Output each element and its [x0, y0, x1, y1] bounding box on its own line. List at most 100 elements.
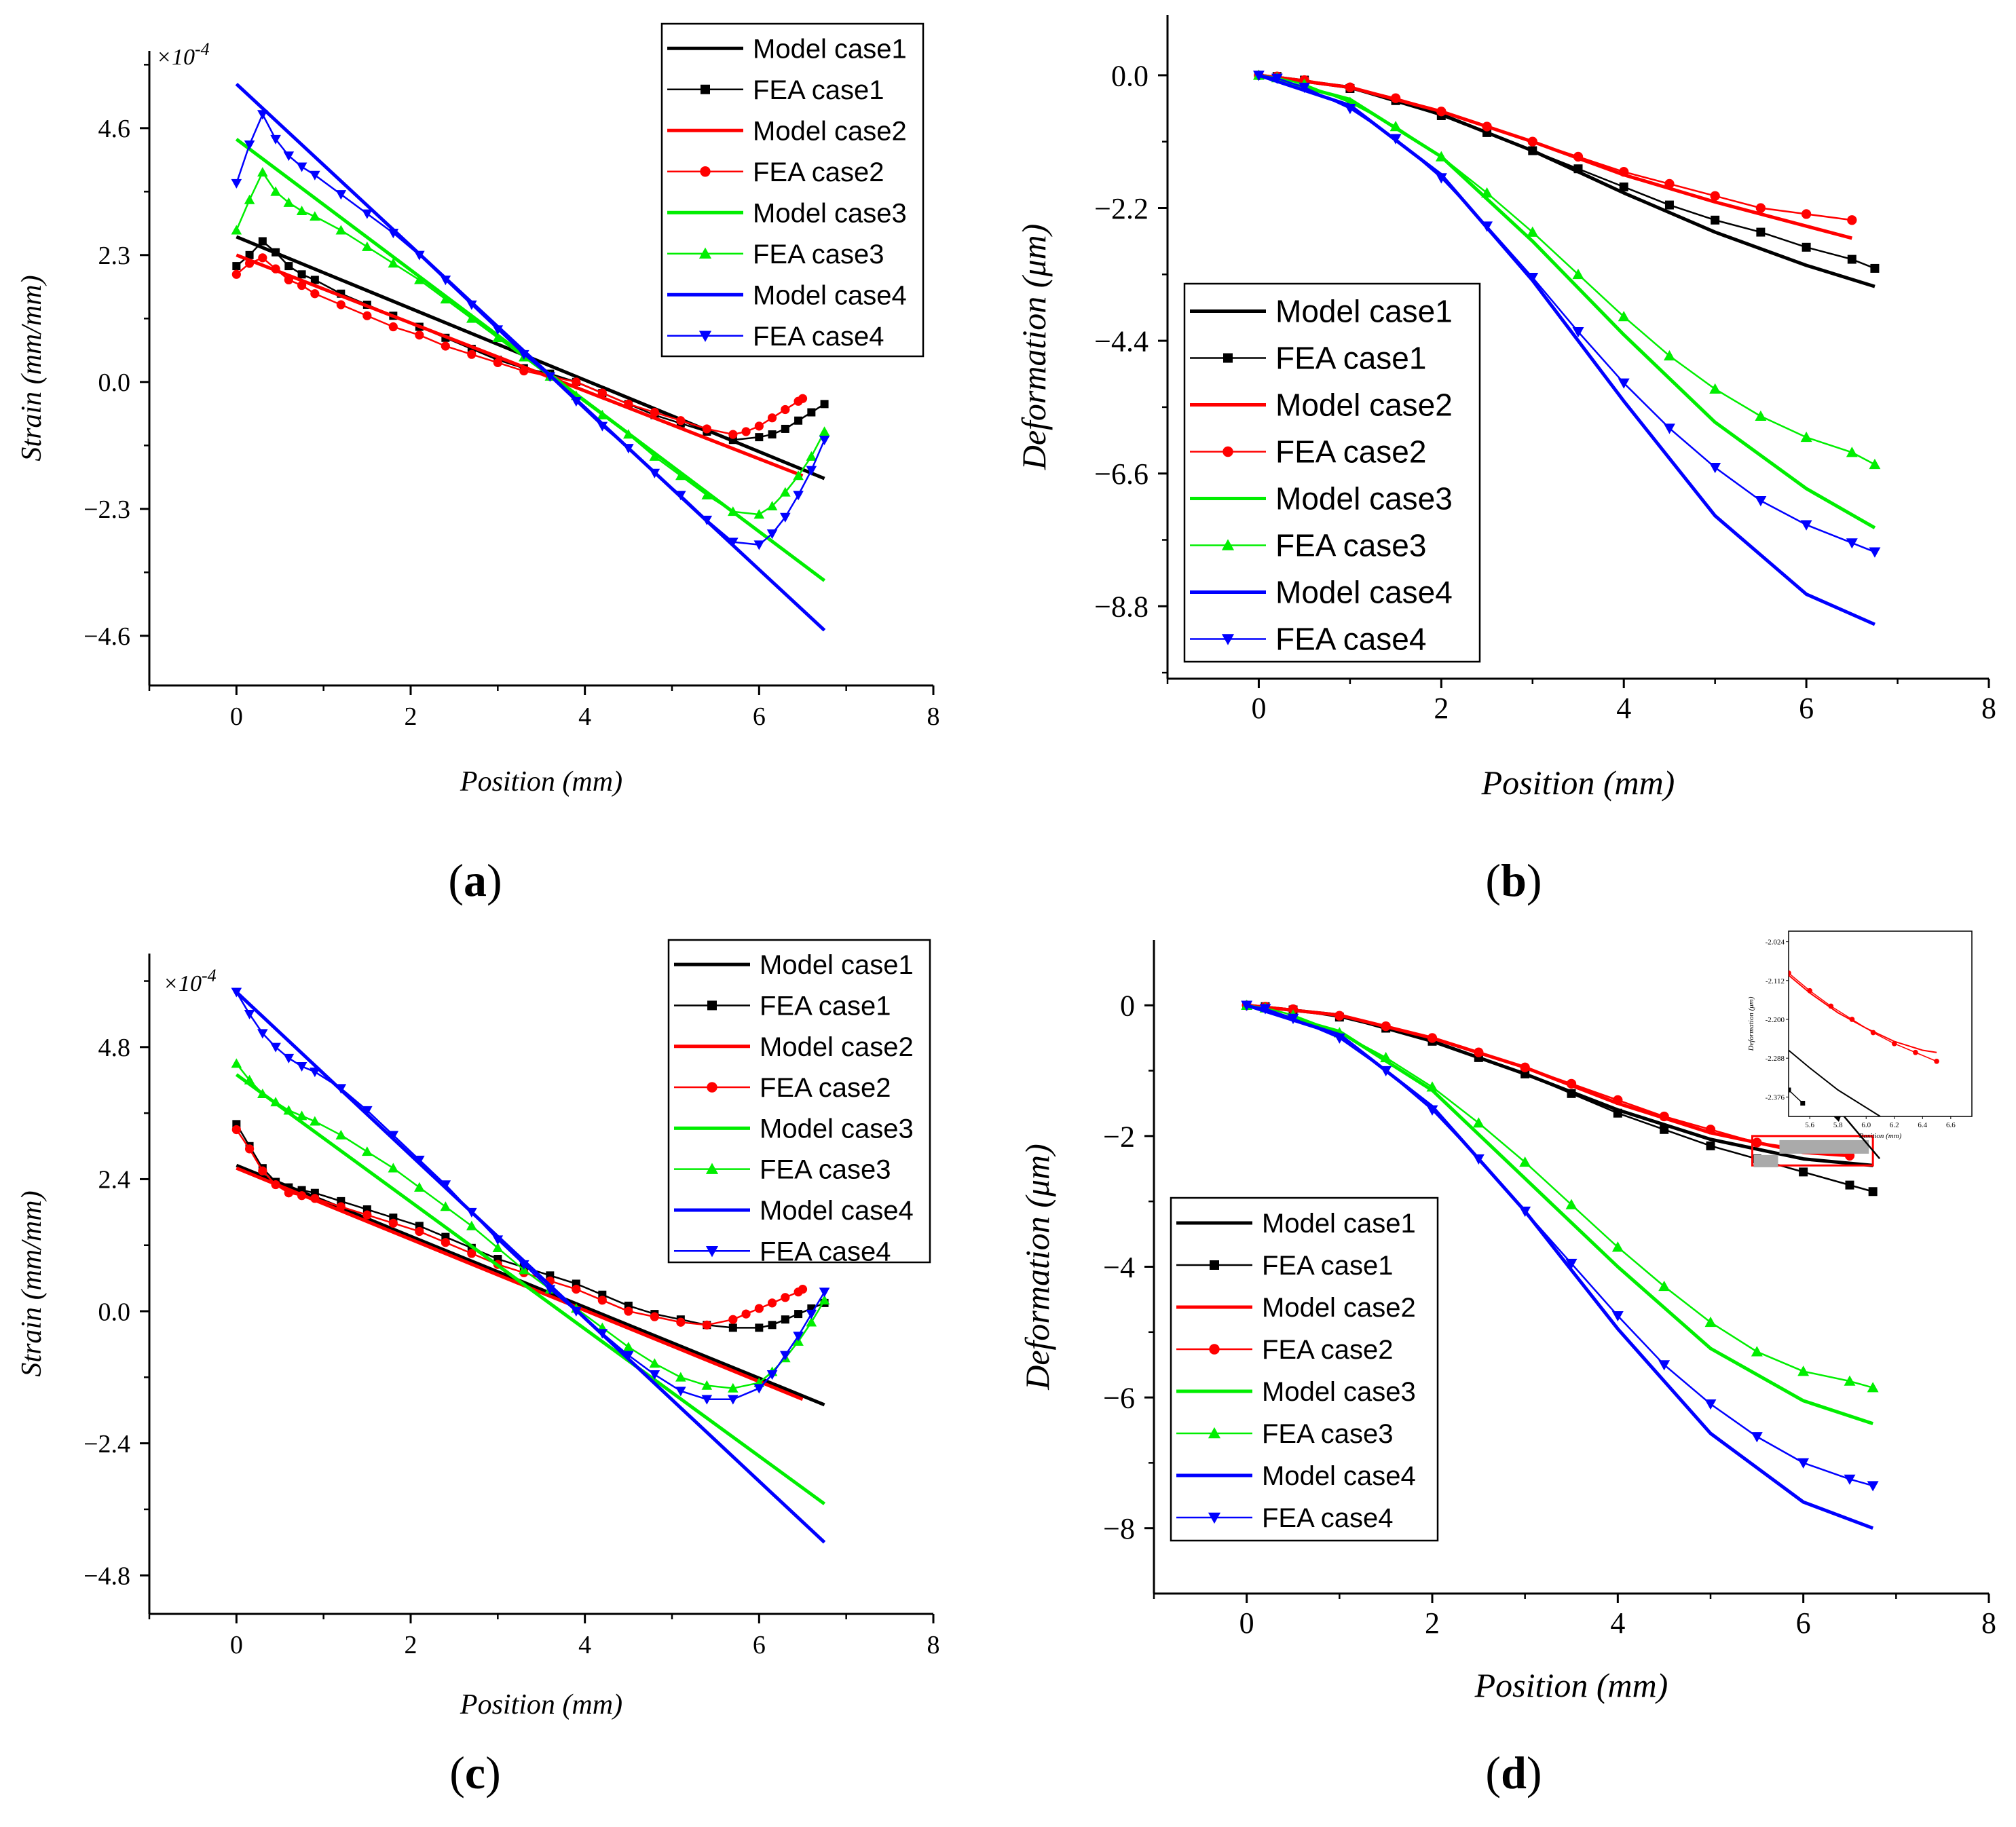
panel-d: 0 2 4 6 8 0 −2 −4 −6 −8 Model case1 FEA case1 Model …: [1018, 930, 1996, 1798]
data-point: [310, 289, 320, 299]
legend-label: FEA case4: [753, 322, 884, 352]
data-point: [624, 399, 633, 409]
data-point: [1867, 1382, 1879, 1393]
caption-paren: ): [485, 1747, 501, 1798]
data-point: [793, 491, 804, 501]
legend-label: FEA case1: [1275, 341, 1426, 376]
series-line: [1258, 74, 1875, 466]
data-point: [1663, 350, 1675, 361]
x-tick-label: 6: [753, 1631, 766, 1659]
data-point: [1572, 268, 1584, 280]
data-point: [335, 1129, 347, 1139]
data-point: [440, 1180, 451, 1190]
y-tick-label: −4.8: [83, 1562, 130, 1591]
legend-label: FEA case1: [1262, 1251, 1393, 1281]
legend-label: FEA case3: [760, 1155, 891, 1185]
data-point: [466, 300, 477, 310]
data-point: [440, 294, 451, 304]
data-point: [1573, 164, 1583, 174]
data-point: [296, 1110, 307, 1120]
data-point: [1474, 1047, 1484, 1057]
y-tick-label: 0.0: [1111, 59, 1149, 92]
data-point: [283, 197, 295, 207]
data-point: [415, 331, 424, 340]
caption-paren: (: [448, 854, 464, 906]
inset-data-point: [1800, 1101, 1806, 1106]
panel-b: 0 2 4 6 8 0.0 −2.2 −4.4 −6.6 −8.8 Model case1 FEA c…: [1015, 15, 1996, 906]
data-point: [623, 444, 634, 454]
legend-label: FEA case2: [1275, 434, 1426, 470]
data-point: [1868, 1187, 1878, 1197]
data-point: [388, 322, 398, 332]
inset-y-title: Deformation (μm): [1747, 996, 1755, 1051]
data-point: [1619, 167, 1629, 177]
data-point: [257, 110, 268, 120]
data-point: [1572, 327, 1584, 338]
data-point: [1847, 215, 1857, 225]
data-point: [388, 229, 399, 239]
data-point: [1472, 1154, 1485, 1165]
x-tick-label: 8: [1981, 692, 1996, 725]
legend-label: Model case3: [1262, 1377, 1416, 1407]
inset-data-point: [1789, 970, 1791, 976]
data-point: [781, 1315, 789, 1324]
data-point: [257, 1029, 268, 1039]
y-axis-multiplier: ×10-4: [163, 966, 217, 996]
legend-swatch-marker: [698, 331, 712, 342]
data-point: [244, 140, 255, 151]
zoom-highlight-fill: [1779, 1139, 1869, 1154]
inset-y-tick-label: -2.200: [1766, 1016, 1785, 1024]
data-point: [388, 1218, 398, 1228]
y-tick-label: −4.6: [83, 622, 130, 651]
data-point: [1869, 458, 1881, 470]
data-point: [1846, 538, 1858, 549]
data-point: [675, 1387, 686, 1397]
legend-label: Model case4: [760, 1196, 914, 1226]
data-point: [257, 167, 268, 177]
data-point: [1288, 1004, 1299, 1015]
series-fea-case4: [231, 110, 830, 550]
y-tick-label: −8: [1103, 1512, 1135, 1545]
data-point: [231, 178, 242, 189]
legend-label: Model case3: [753, 198, 907, 228]
series-line: [1258, 74, 1875, 553]
data-point: [1271, 73, 1283, 84]
data-point: [544, 372, 556, 382]
data-point: [441, 1238, 450, 1247]
data-point: [728, 1315, 738, 1324]
y-axis-title: Strain (mm/mm): [16, 275, 48, 461]
y-tick-label: −8.8: [1094, 590, 1149, 624]
inset-x-tick-label: 5.6: [1805, 1121, 1814, 1129]
data-point: [270, 186, 281, 196]
legend-label: Model case1: [760, 950, 914, 980]
data-point: [362, 311, 372, 320]
data-point: [414, 1155, 425, 1165]
data-point: [1619, 182, 1628, 191]
data-point: [754, 1304, 764, 1313]
data-point: [1659, 1111, 1669, 1122]
data-point: [467, 345, 476, 354]
data-point: [1800, 520, 1812, 531]
data-point: [1844, 1474, 1856, 1485]
legend-swatch-marker: [1223, 353, 1233, 363]
data-point: [296, 205, 307, 216]
series-line: [236, 1166, 804, 1401]
data-point: [441, 341, 450, 351]
zoom-arrow-line: [1839, 1110, 1881, 1160]
data-point: [597, 388, 607, 398]
data-point: [284, 1188, 293, 1198]
legend-swatch-marker: [1208, 1427, 1221, 1439]
panel-a: 0 2 4 6 8 4.6 2.3 0.0 −2.3 −4.6 Model case1 FEA cas…: [16, 22, 940, 906]
data-point: [675, 1372, 686, 1382]
data-point: [1527, 272, 1539, 284]
data-point: [492, 1242, 504, 1253]
data-point: [1389, 121, 1402, 132]
data-point: [493, 358, 502, 367]
data-point: [1660, 1125, 1669, 1134]
data-point: [1664, 200, 1674, 210]
data-point: [388, 1131, 399, 1141]
data-point: [283, 151, 295, 162]
data-point: [781, 424, 789, 433]
data-point: [1345, 82, 1356, 92]
data-point: [819, 1287, 830, 1298]
